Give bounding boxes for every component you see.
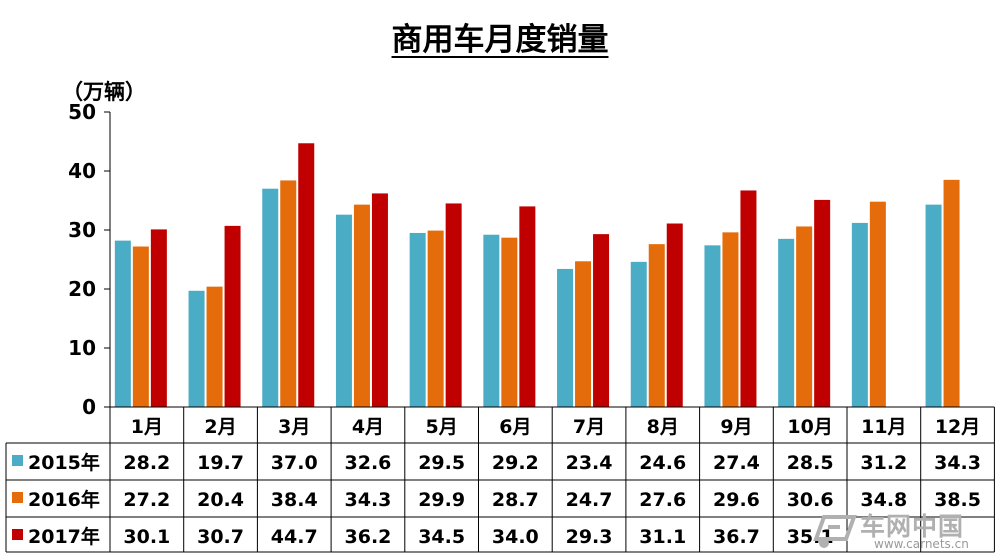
- data-label: 31.2: [860, 452, 907, 474]
- data-label: 31.1: [639, 526, 686, 548]
- x-tick-label: 6月: [499, 416, 531, 438]
- data-label: 38.4: [271, 489, 318, 511]
- data-label: 23.4: [566, 452, 613, 474]
- bar: [132, 246, 149, 407]
- x-tick-label: 4月: [352, 416, 384, 438]
- bar: [206, 286, 223, 407]
- data-label: 36.2: [345, 526, 392, 548]
- bar: [814, 199, 831, 407]
- legend-swatch: [12, 455, 23, 466]
- bar: [335, 214, 352, 407]
- bar: [869, 201, 886, 407]
- bar: [666, 223, 683, 407]
- chart-title: 商用车月度销量: [391, 22, 609, 58]
- data-label: 34.5: [418, 526, 465, 548]
- data-label: 36.7: [713, 526, 760, 548]
- data-label: 44.7: [271, 526, 318, 548]
- data-label: 34.8: [860, 489, 907, 511]
- car-logo-icon: [813, 515, 857, 548]
- data-label: 24.6: [639, 452, 686, 474]
- bar: [575, 261, 592, 407]
- x-tick-label: 5月: [426, 416, 458, 438]
- bar: [224, 225, 241, 407]
- data-label: 30.1: [123, 526, 170, 548]
- data-label: 27.2: [123, 489, 170, 511]
- bar: [262, 188, 279, 407]
- x-tick-label: 7月: [573, 416, 605, 438]
- data-label: 19.7: [197, 452, 244, 474]
- data-label: 30.6: [787, 489, 834, 511]
- watermark: 车网中国 www.carnets.cn: [808, 505, 996, 555]
- bar: [353, 204, 370, 407]
- bar: [851, 222, 868, 407]
- bar: [593, 234, 610, 407]
- data-label: 29.6: [713, 489, 760, 511]
- data-label: 28.5: [787, 452, 834, 474]
- x-tick-label: 1月: [131, 416, 163, 438]
- x-tick-label: 3月: [278, 416, 310, 438]
- x-tick-label: 10月: [787, 416, 832, 438]
- data-label: 29.3: [566, 526, 613, 548]
- data-label: 27.4: [713, 452, 760, 474]
- y-axis-unit-label: （万辆）: [62, 80, 146, 104]
- x-tick-label: 8月: [647, 416, 679, 438]
- data-label: 28.2: [123, 452, 170, 474]
- data-label: 38.5: [934, 489, 981, 511]
- bar: [298, 143, 315, 407]
- y-tick-label: 30: [68, 218, 96, 242]
- x-tick-label: 12月: [935, 416, 980, 438]
- y-tick-label: 10: [68, 336, 96, 360]
- data-label: 30.7: [197, 526, 244, 548]
- y-tick-label: 0: [82, 395, 96, 419]
- data-label: 20.4: [197, 489, 244, 511]
- bar: [704, 245, 721, 407]
- bar: [519, 206, 536, 407]
- data-label: 34.3: [345, 489, 392, 511]
- y-tick-label: 50: [68, 100, 96, 124]
- bar: [778, 238, 795, 407]
- y-tick-label: 20: [68, 277, 96, 301]
- data-label: 28.7: [492, 489, 539, 511]
- x-tick-label: 2月: [204, 416, 236, 438]
- data-label: 34.3: [934, 452, 981, 474]
- bar: [150, 229, 167, 407]
- bar: [188, 290, 205, 407]
- watermark-url: www.carnets.cn: [874, 537, 969, 551]
- bar: [427, 230, 444, 407]
- legend-swatch: [12, 529, 23, 540]
- y-tick-label: 40: [68, 159, 96, 183]
- bar: [722, 232, 739, 407]
- bar: [557, 268, 574, 407]
- bar: [740, 190, 757, 407]
- x-tick-label: 11月: [861, 416, 906, 438]
- data-label: 32.6: [345, 452, 392, 474]
- bar: [501, 237, 518, 407]
- legend-swatch: [12, 492, 23, 503]
- data-label: 27.6: [639, 489, 686, 511]
- legend-entry: 2017年: [28, 525, 100, 548]
- data-label: 29.9: [418, 489, 465, 511]
- x-tick-label: 9月: [720, 416, 752, 438]
- data-label: 29.2: [492, 452, 539, 474]
- legend-entry: 2015年: [28, 451, 100, 474]
- bar: [114, 240, 131, 407]
- bar: [371, 193, 388, 407]
- bar: [280, 180, 297, 407]
- bar: [648, 244, 665, 407]
- bar: [445, 203, 462, 407]
- bar: [943, 179, 960, 407]
- bar: [483, 234, 500, 407]
- bar: [409, 232, 426, 407]
- data-label: 24.7: [566, 489, 613, 511]
- bar: [925, 204, 942, 407]
- data-label: 34.0: [492, 526, 539, 548]
- data-label: 29.5: [418, 452, 465, 474]
- bar: [630, 261, 647, 407]
- data-label: 37.0: [271, 452, 318, 474]
- legend-entry: 2016年: [28, 488, 100, 511]
- watermark-name: 车网中国: [860, 512, 965, 541]
- bar: [796, 226, 813, 407]
